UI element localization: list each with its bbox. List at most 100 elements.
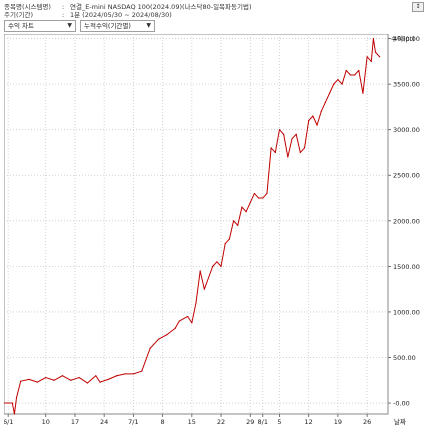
period-colon: : (62, 11, 65, 19)
profit-data-point (178, 320, 180, 322)
profit-data-point (303, 147, 306, 149)
profit-data-point (270, 147, 272, 149)
profit-data-point (228, 238, 230, 240)
profit-data-point (370, 60, 372, 62)
profit-data-point (324, 101, 326, 103)
profit-data-point (203, 288, 205, 290)
profit-data-point (299, 151, 301, 154)
x-tick-label: 12 (305, 418, 313, 426)
x-tick-label: 29 (246, 418, 254, 426)
profit-data-point (253, 192, 256, 195)
y-tick-label: -0.00 (393, 400, 410, 408)
chevron-down-icon: ▼ (146, 22, 151, 29)
profit-chart-svg: -0.00 500.00 1000.00 1500.00 2000.00 2500.00 3… (3, 33, 420, 426)
y-tick-label: 3000.00 (393, 126, 420, 134)
profit-data-point (166, 334, 168, 336)
profit-data-point (287, 156, 289, 158)
profit-data-point (245, 211, 247, 213)
y-tick-label: 1500.00 (393, 263, 420, 271)
x-tick-label: 8 (161, 418, 165, 426)
symbol-row: 종목명(시스템명): 연결_E-mini NASDAQ 100(2024.09)(… (4, 3, 252, 11)
symbol-value: 연결_E-mini NASDAQ 100(2024.09)(나스닥80-일목파동… (70, 3, 252, 11)
y-tick-label: 500.00 (393, 354, 416, 362)
profit-data-point (3, 402, 5, 404)
x-tick-label: 17 (71, 418, 79, 426)
x-axis-label: 날짜 (394, 417, 406, 426)
profit-data-point (337, 78, 339, 81)
profit-data-point (237, 224, 239, 226)
profit-data-point (95, 375, 97, 377)
profit-data-point (366, 56, 368, 58)
profit-data-point (220, 265, 222, 267)
plot-area (3, 33, 389, 415)
profit-data-point (36, 381, 38, 383)
profit-data-point (78, 376, 80, 379)
period-label: 주기(기간) (4, 11, 33, 19)
profit-data-point (28, 378, 30, 380)
x-tick-label: 8/1 (258, 418, 268, 426)
profit-data-point (312, 115, 314, 117)
profit-mode-select[interactable]: 누적수익(기간별) ▼ (80, 20, 155, 32)
profit-data-point (328, 92, 331, 94)
profit-data-point (20, 380, 22, 382)
profit-data-point (99, 381, 101, 383)
profit-data-point (295, 133, 297, 135)
profit-data-point (224, 242, 226, 245)
profit-data-point (283, 133, 285, 135)
y-tick-label: 1000.00 (393, 308, 420, 316)
profit-data-point (53, 379, 55, 381)
profit-data-point (195, 302, 197, 304)
profit-chart: -0.00 500.00 1000.00 1500.00 2000.00 2500.00 3… (3, 33, 424, 428)
profit-data-point (241, 206, 243, 208)
x-axis: 6/1 10 17 24 7/1 8 15 22 29 8/1 5 12 19 26 (3, 414, 371, 426)
profit-data-point (358, 69, 360, 72)
profit-data-point (116, 375, 118, 377)
profit-data-point (316, 124, 318, 126)
series-group (3, 37, 381, 415)
x-tick-label: 7/1 (128, 418, 138, 426)
chart-type-select[interactable]: 수익 차트 ▼ (4, 20, 76, 32)
profit-data-point (278, 129, 281, 131)
profit-series-line (4, 38, 381, 415)
symbol-label: 종목명(시스템명) (4, 3, 51, 11)
profit-data-point (107, 378, 109, 380)
collapse-button[interactable]: ↕ (412, 2, 424, 12)
profit-data-point (157, 338, 160, 340)
chevron-down-icon: ▼ (67, 22, 72, 29)
profit-data-point (374, 51, 377, 53)
profit-data-point (354, 74, 356, 76)
profit-data-point (291, 138, 293, 140)
profit-data-point (379, 56, 381, 58)
profit-data-point (258, 197, 260, 199)
x-tick-label: 6/1 (4, 418, 13, 426)
profit-data-point (232, 220, 235, 222)
profit-data-point (124, 373, 126, 375)
profit-data-point (372, 37, 374, 40)
profit-data-point (15, 396, 18, 399)
profit-data-point (266, 192, 268, 195)
profit-data-point (13, 413, 16, 415)
y-axis: -0.00 500.00 1000.00 1500.00 2000.00 2500.00 3… (388, 35, 420, 408)
x-tick-label: 10 (42, 418, 50, 426)
x-tick-label: 5 (277, 418, 281, 426)
y-unit-label: 수익(pt) (391, 35, 415, 43)
profit-data-point (320, 110, 322, 113)
profit-mode-value: 누적수익(기간별) (84, 22, 131, 30)
profit-data-point (174, 327, 176, 329)
profit-data-point (333, 83, 335, 85)
period-row: 주기(기간):1분 (2024/05/30 ~ 2024/08/30) (4, 11, 172, 19)
profit-data-point (191, 322, 193, 324)
profit-data-point (187, 315, 189, 318)
grid-lines (4, 34, 388, 414)
profit-data-point (262, 197, 264, 199)
profit-data-point (199, 270, 201, 272)
x-tick-label: 26 (363, 418, 371, 426)
y-tick-label: 4000.00 (393, 35, 420, 43)
x-tick-label: 19 (334, 418, 342, 426)
profit-data-point (362, 92, 364, 94)
profit-data-point (341, 83, 343, 85)
chart-type-value: 수익 차트 (8, 22, 34, 30)
chart-toolbar: 수익 차트 ▼ 누적수익(기간별) ▼ (0, 18, 428, 34)
symbol-colon: : (62, 3, 65, 11)
profit-data-point (349, 74, 352, 76)
